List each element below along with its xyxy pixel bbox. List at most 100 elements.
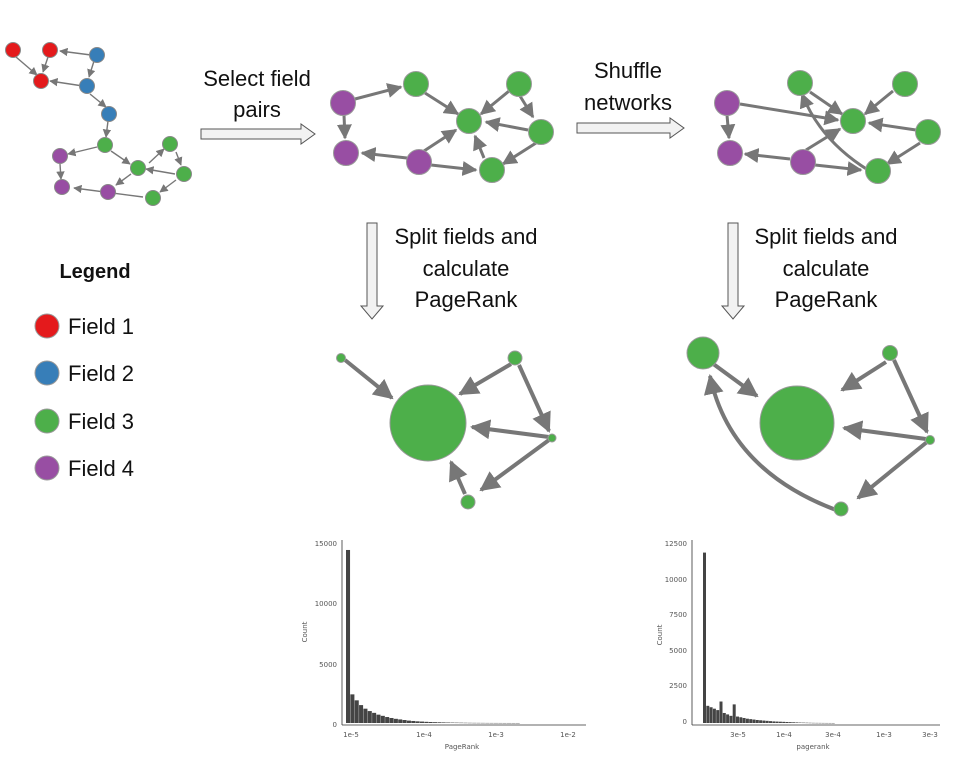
- histogram-bar: [703, 552, 706, 723]
- histogram-bar: [376, 714, 381, 723]
- histogram-bar: [749, 719, 753, 723]
- node-field-3: [865, 158, 891, 184]
- node-field-3: [506, 71, 532, 97]
- node-field-3: [176, 166, 192, 182]
- step-label-line: Shuffle: [594, 58, 662, 83]
- x-tick-label: 1e-4: [776, 731, 792, 739]
- x-axis-label: PageRank: [445, 743, 480, 751]
- node-field-4: [52, 148, 68, 164]
- histogram-bar: [752, 719, 756, 723]
- histogram-bar: [354, 700, 359, 723]
- node-field-3: [882, 345, 898, 361]
- field-pair-network-nodes: [330, 71, 554, 183]
- pagerank-network-shuffled: [703, 359, 929, 512]
- node-field-3: [479, 157, 505, 183]
- node-field-3: [892, 71, 918, 97]
- right-arrow-icon: [576, 117, 685, 139]
- histogram-bar: [437, 722, 442, 723]
- histogram-bar: [729, 715, 733, 723]
- histogram-bar: [709, 707, 713, 723]
- node-field-3: [840, 108, 866, 134]
- legend-swatch-field-4: [34, 455, 60, 481]
- histogram-bar: [402, 720, 407, 723]
- histogram-bar: [428, 721, 433, 723]
- histogram-bar: [350, 694, 355, 723]
- histogram-bar: [719, 701, 723, 723]
- y-tick-label: 10000: [665, 576, 687, 584]
- histogram-bar: [755, 719, 759, 723]
- node-field-1: [33, 73, 49, 89]
- node-field-3: [925, 435, 935, 445]
- full-network-nodes: [5, 42, 192, 206]
- node-field-4: [330, 90, 356, 116]
- legend-swatch-field-1: [34, 313, 60, 339]
- histogram-bar: [788, 722, 792, 723]
- shuffled-network: [720, 89, 921, 176]
- histogram-bar: [367, 711, 372, 723]
- step-split-left: Split fields and calculate PageRank: [359, 222, 538, 320]
- histogram-bar: [389, 717, 394, 723]
- step-label-line: networks: [584, 90, 672, 115]
- histogram-bar: [424, 721, 429, 723]
- node-field-3: [403, 71, 429, 97]
- histogram-bar: [380, 715, 385, 723]
- y-tick-label: 7500: [669, 611, 687, 619]
- step-label-line: calculate: [423, 256, 510, 281]
- y-tick-label: 0: [333, 721, 337, 729]
- histogram-bar: [419, 721, 424, 723]
- x-tick-label: 1e-3: [488, 731, 504, 739]
- y-tick-label: 12500: [665, 540, 687, 548]
- node-field-3: [507, 350, 523, 366]
- node-field-4: [717, 140, 743, 166]
- x-tick-label: 3e-4: [825, 731, 841, 739]
- y-tick-label: 5000: [319, 661, 337, 669]
- histogram-bar: [775, 721, 779, 723]
- legend: Legend Field 1 Field 2 Field 3 Field 4: [34, 261, 134, 481]
- node-field-3: [130, 160, 146, 176]
- right-arrow-icon: [200, 123, 316, 145]
- histogram-bar: [778, 721, 782, 723]
- histogram-bar: [363, 708, 368, 723]
- histogram-bar: [782, 721, 786, 723]
- histogram-bar: [785, 722, 789, 723]
- x-tick-label: 3e-5: [730, 731, 746, 739]
- histogram-bar: [795, 722, 799, 723]
- histogram-bar: [706, 705, 710, 723]
- node-field-3: [833, 501, 849, 517]
- histogram-bar: [765, 720, 769, 723]
- y-tick-label: 10000: [315, 600, 337, 608]
- node-field-3: [145, 190, 161, 206]
- node-field-3: [456, 108, 482, 134]
- histogram-bars: [703, 552, 835, 724]
- x-tick-label: 1e-2: [560, 731, 576, 739]
- histogram-bars: [346, 549, 520, 724]
- node-field-2: [79, 78, 95, 94]
- histogram-bar: [346, 549, 351, 723]
- pagerank-network-original-nodes: [336, 350, 557, 510]
- node-field-3: [547, 433, 557, 443]
- histogram-bar: [745, 718, 749, 723]
- legend-title: Legend: [59, 261, 130, 283]
- node-field-4: [54, 179, 70, 195]
- node-field-3: [787, 70, 813, 96]
- histogram-bar: [359, 705, 364, 723]
- y-tick-label: 0: [683, 718, 687, 726]
- field-pair-network: [336, 83, 537, 176]
- histogram-bar: [398, 719, 403, 723]
- pagerank-histogram-original: 0 5000 10000 15000 1e-5 1e-4 1e-3 1e-2 P…: [301, 540, 586, 751]
- legend-label-field-4: Field 4: [68, 456, 134, 481]
- step-label-line: PageRank: [775, 287, 879, 312]
- histogram-bar: [759, 720, 763, 723]
- node-field-3-large: [759, 385, 835, 461]
- histogram-bar: [441, 722, 446, 723]
- histogram-bar: [736, 716, 739, 723]
- histogram-bar: [406, 720, 411, 723]
- node-field-3: [336, 353, 346, 363]
- histogram-bar: [792, 722, 796, 723]
- histogram-bar: [433, 722, 438, 723]
- x-tick-label: 1e-4: [416, 731, 432, 739]
- step-label-line: pairs: [233, 97, 281, 122]
- node-field-4: [333, 140, 359, 166]
- node-field-3: [162, 136, 178, 152]
- step-select-field-pairs: Select field pairs: [200, 66, 316, 145]
